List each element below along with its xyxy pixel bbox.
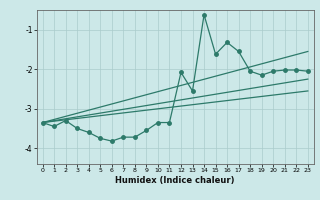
X-axis label: Humidex (Indice chaleur): Humidex (Indice chaleur) (116, 176, 235, 185)
